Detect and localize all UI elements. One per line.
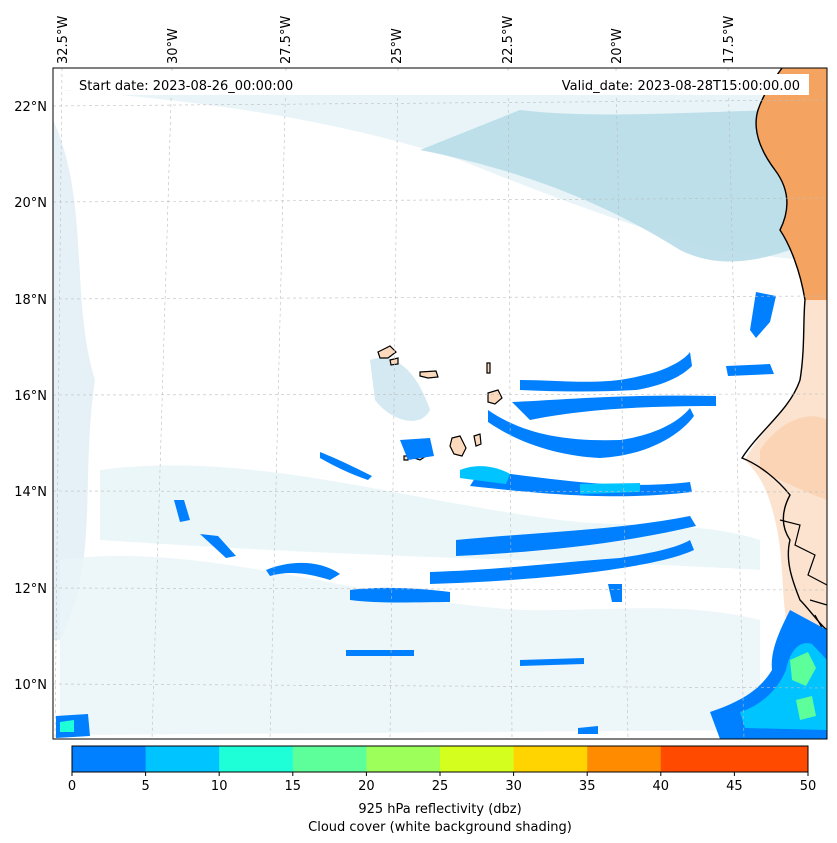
echo-band-11	[400, 438, 434, 460]
colorbar-blocks	[72, 746, 809, 772]
echo-band-16	[346, 650, 414, 656]
colorbar-title: 925 hPa reflectivity (dbz)	[358, 802, 521, 817]
colorbar-block	[366, 746, 441, 772]
colorbar: 0 5 10 15 20 25 30 35 40 45 50 925 hPa reflectivit…	[68, 745, 816, 835]
echo-band-2	[488, 408, 694, 458]
colorbar-block	[219, 746, 294, 772]
lat-label-14n: 14°N	[14, 485, 47, 500]
lat-label-12n: 12°N	[14, 582, 47, 597]
echo-cluster-southwest-core	[60, 720, 74, 732]
colorbar-subtitle: Cloud cover (white background shading)	[308, 820, 572, 835]
map-panel: Start date: 2023-08-26_00:00:00 Valid_da…	[52, 67, 828, 740]
map-frame	[52, 67, 828, 740]
start-date-label: Start date: 2023-08-26_00:00:00	[79, 79, 293, 94]
lon-label-27-5w: 27.5°W	[279, 16, 294, 64]
colorbar-tick-label: 25	[432, 779, 449, 794]
lat-label-18n: 18°N	[14, 293, 47, 308]
colorbar-tick-label: 20	[358, 779, 375, 794]
colorbar-block	[587, 746, 662, 772]
land-areas	[740, 67, 828, 640]
cloud-patch-west	[53, 120, 95, 640]
cape-verde-islands	[377, 345, 503, 461]
lat-label-20n: 20°N	[14, 196, 47, 211]
lon-label-22-5w: 22.5°W	[501, 16, 516, 64]
echo-band-7	[430, 540, 694, 584]
colorbar-block	[72, 746, 147, 772]
info-box: Start date: 2023-08-26_00:00:00 Valid_da…	[71, 74, 809, 95]
island-boa-vista	[487, 389, 503, 405]
colorbar-tick-label: 35	[579, 779, 596, 794]
info-box-background	[71, 74, 809, 95]
colorbar-tick-label: 45	[726, 779, 743, 794]
colorbar-block	[734, 746, 809, 772]
coastline-inlet	[779, 519, 828, 629]
lon-label-25w: 25°W	[390, 28, 405, 64]
island-sal	[486, 362, 491, 374]
lon-label-17-5w: 17.5°W	[722, 16, 737, 64]
lat-label-16n: 16°N	[14, 389, 47, 404]
colorbar-tick-label: 0	[68, 779, 76, 794]
reflectivity-shading	[56, 292, 827, 739]
echo-band-6	[456, 516, 696, 556]
echo-band-9	[266, 562, 340, 580]
colorbar-tick-label: 40	[653, 779, 670, 794]
colorbar-tick-label: 5	[141, 779, 149, 794]
echo-band-1	[512, 395, 716, 420]
latitude-labels: 22°N 20°N 18°N 16°N 14°N 12°N 10°N	[14, 100, 47, 693]
cloud-plume-northeast	[420, 110, 800, 262]
echo-band-18	[608, 584, 622, 602]
echo-cluster-southeast-core	[790, 652, 816, 720]
colorbar-tick-label: 10	[211, 779, 228, 794]
echo-band-14	[726, 364, 774, 376]
island-santiago	[449, 435, 467, 457]
land-dry-patch	[760, 416, 827, 500]
colorbar-tick-label: 15	[285, 779, 302, 794]
echo-band-17	[520, 658, 584, 666]
echo-band-5	[460, 466, 510, 484]
island-sao-nicolau	[419, 370, 439, 379]
echo-band-19	[578, 726, 598, 734]
echo-band-10	[320, 452, 372, 480]
cloud-band-south	[60, 555, 760, 735]
colorbar-tick-label: 30	[505, 779, 522, 794]
colorbar-tick-label: 50	[800, 779, 817, 794]
lat-label-10n: 10°N	[14, 678, 47, 693]
lon-label-30w: 30°W	[166, 28, 181, 64]
echo-band-15	[750, 292, 776, 338]
colorbar-block	[145, 746, 220, 772]
echo-band-3	[520, 352, 692, 392]
island-santo-antao	[377, 345, 397, 359]
echo-band-4-core	[580, 483, 640, 494]
colorbar-block	[660, 746, 735, 772]
valid-date-label: Valid_date: 2023-08-28T15:00:00.00	[562, 79, 800, 94]
echo-band-13	[200, 534, 236, 558]
colorbar-block	[440, 746, 515, 772]
echo-band-12	[174, 500, 190, 522]
cloud-patch-center	[370, 358, 430, 421]
lon-label-32-5w: 32.5°W	[56, 16, 71, 64]
lon-label-20w: 20°W	[610, 28, 625, 64]
island-maio	[473, 433, 482, 447]
colorbar-block	[513, 746, 588, 772]
echo-band-8	[350, 587, 450, 603]
lat-label-22n: 22°N	[14, 100, 47, 115]
colorbar-block	[292, 746, 367, 772]
west-africa-land-north	[755, 68, 827, 300]
longitude-labels: 32.5°W 30°W 27.5°W 25°W 22.5°W 20°W 17.5…	[56, 16, 737, 64]
island-sao-vicente	[389, 357, 399, 366]
gridlines	[52, 67, 828, 740]
colorbar-ticks: 0 5 10 15 20 25 30 35 40 45 50	[68, 772, 816, 794]
coastline	[740, 67, 828, 631]
